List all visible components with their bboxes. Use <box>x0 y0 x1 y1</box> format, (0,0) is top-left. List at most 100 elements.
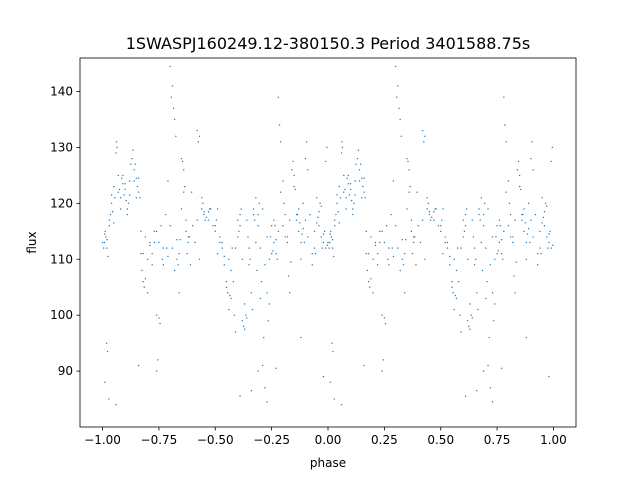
data-point-a-0-129 <box>459 314 461 316</box>
x-tick-label: −1.00 <box>84 433 121 447</box>
data-point-a-0-176 <box>391 247 393 249</box>
data-point-b-0-167 <box>146 292 149 294</box>
data-point-b-0-54 <box>223 264 225 266</box>
data-point-b-0-157 <box>322 233 325 235</box>
data-point-b-0-134 <box>264 387 266 389</box>
data-point-a-0-95 <box>541 197 543 199</box>
data-point-b-0-100 <box>115 141 118 143</box>
data-point-b-0-29 <box>167 180 169 182</box>
data-point-a-0-168 <box>374 241 377 244</box>
data-point-b-0-132 <box>261 364 264 367</box>
data-point-a-0-77 <box>500 252 503 255</box>
data-point-b-0-205 <box>251 308 254 311</box>
data-point-a-0-157 <box>548 233 550 235</box>
data-point-a-0-251 <box>353 202 355 205</box>
data-point-a-0-24 <box>381 314 383 316</box>
data-point-a-0-60 <box>462 236 464 238</box>
data-point-a-0-72 <box>489 264 492 266</box>
data-point-b-0-271 <box>157 359 159 361</box>
data-point-a-0-139 <box>504 124 506 126</box>
data-point-a-0-65 <box>473 264 476 266</box>
data-point-b-0-156 <box>320 205 322 207</box>
data-point-a-0-57 <box>455 297 458 300</box>
x-tick-label: 0.00 <box>315 433 342 447</box>
data-point-a-0-83 <box>514 219 516 221</box>
data-point-b-0-46 <box>205 216 207 219</box>
data-point-a-0-34 <box>403 292 406 294</box>
data-point-b-0-239 <box>111 211 114 213</box>
data-point-b-0-88 <box>300 241 302 244</box>
data-point-b-0-125 <box>242 325 245 328</box>
data-point-b-0-154 <box>318 211 320 213</box>
data-point-b-0-250 <box>126 213 129 216</box>
data-point-b-0-37 <box>185 219 187 221</box>
data-point-a-0-192 <box>442 208 444 210</box>
data-point-a-0-61 <box>464 225 467 227</box>
data-point-b-0-272 <box>137 364 140 367</box>
data-point-a-0-228 <box>524 222 526 224</box>
data-point-a-0-195 <box>449 255 451 258</box>
data-point-a-0-23 <box>379 241 381 244</box>
data-point-a-0-11 <box>352 208 354 210</box>
data-point-b-0-241 <box>114 197 116 199</box>
data-point-a-0-196 <box>455 269 458 272</box>
x-tick-label: 1.00 <box>540 433 567 447</box>
data-point-a-0-116 <box>424 135 426 137</box>
data-point-b-0-76 <box>273 241 275 244</box>
data-point-a-0-269 <box>340 403 343 406</box>
data-point-a-0-208 <box>480 241 483 244</box>
data-point-a-0-50 <box>440 230 442 233</box>
data-point-a-0-29 <box>392 180 395 182</box>
data-point-a-0-153 <box>540 252 542 255</box>
data-point-a-0-73 <box>491 236 494 238</box>
data-point-b-0-16 <box>137 177 140 179</box>
data-point-b-0-59 <box>234 247 237 249</box>
data-point-a-0-43 <box>424 258 426 260</box>
data-point-a-0-104 <box>394 65 397 68</box>
data-point-b-0-32 <box>173 269 176 272</box>
data-point-b-0-27 <box>162 247 165 249</box>
data-point-b-0-179 <box>177 264 179 266</box>
data-point-b-0-62 <box>241 258 244 260</box>
data-point-b-0-131 <box>250 389 253 392</box>
data-point-a-0-172 <box>383 317 386 319</box>
data-point-b-0-204 <box>249 258 251 260</box>
data-point-a-0-137 <box>494 303 496 305</box>
data-point-b-0-61 <box>239 225 241 227</box>
data-point-b-0-9 <box>122 183 124 185</box>
data-point-b-0-89 <box>302 202 304 205</box>
data-point-b-0-148 <box>305 141 308 143</box>
x-axis-label: phase <box>310 456 346 470</box>
data-point-b-0-212 <box>259 297 262 300</box>
data-point-a-0-188 <box>428 211 431 213</box>
data-point-b-0-45 <box>203 213 205 216</box>
data-point-a-0-156 <box>545 205 548 207</box>
data-point-b-0-178 <box>176 258 178 260</box>
data-point-a-0-215 <box>496 252 498 255</box>
data-point-b-0-198 <box>237 219 239 221</box>
data-point-b-0-103 <box>132 149 134 151</box>
data-point-a-0-86 <box>521 213 523 216</box>
data-point-b-0-43 <box>198 258 201 260</box>
data-point-b-0-53 <box>221 247 223 249</box>
data-point-a-0-226 <box>522 213 524 216</box>
data-point-b-0-2 <box>106 247 108 249</box>
data-point-b-0-184 <box>187 241 189 244</box>
data-point-b-0-188 <box>203 211 205 213</box>
data-point-b-0-140 <box>279 141 282 143</box>
data-point-b-0-44 <box>201 208 203 210</box>
data-point-a-0-47 <box>433 219 435 221</box>
data-point-b-0-5 <box>113 185 115 188</box>
data-point-a-0-144 <box>517 160 520 163</box>
data-point-a-0-138 <box>503 96 505 98</box>
data-point-a-0-45 <box>428 213 431 216</box>
data-point-a-0-21 <box>374 244 377 246</box>
data-point-a-0-102 <box>355 163 357 165</box>
data-point-a-0-247 <box>348 194 351 196</box>
data-point-a-0-62 <box>467 258 469 260</box>
x-tick-label: 0.75 <box>484 433 511 447</box>
data-point-a-0-151 <box>536 264 539 266</box>
data-point-a-0-107 <box>398 107 400 110</box>
data-point-b-0-31 <box>171 247 174 249</box>
data-point-a-0-277 <box>548 375 550 378</box>
